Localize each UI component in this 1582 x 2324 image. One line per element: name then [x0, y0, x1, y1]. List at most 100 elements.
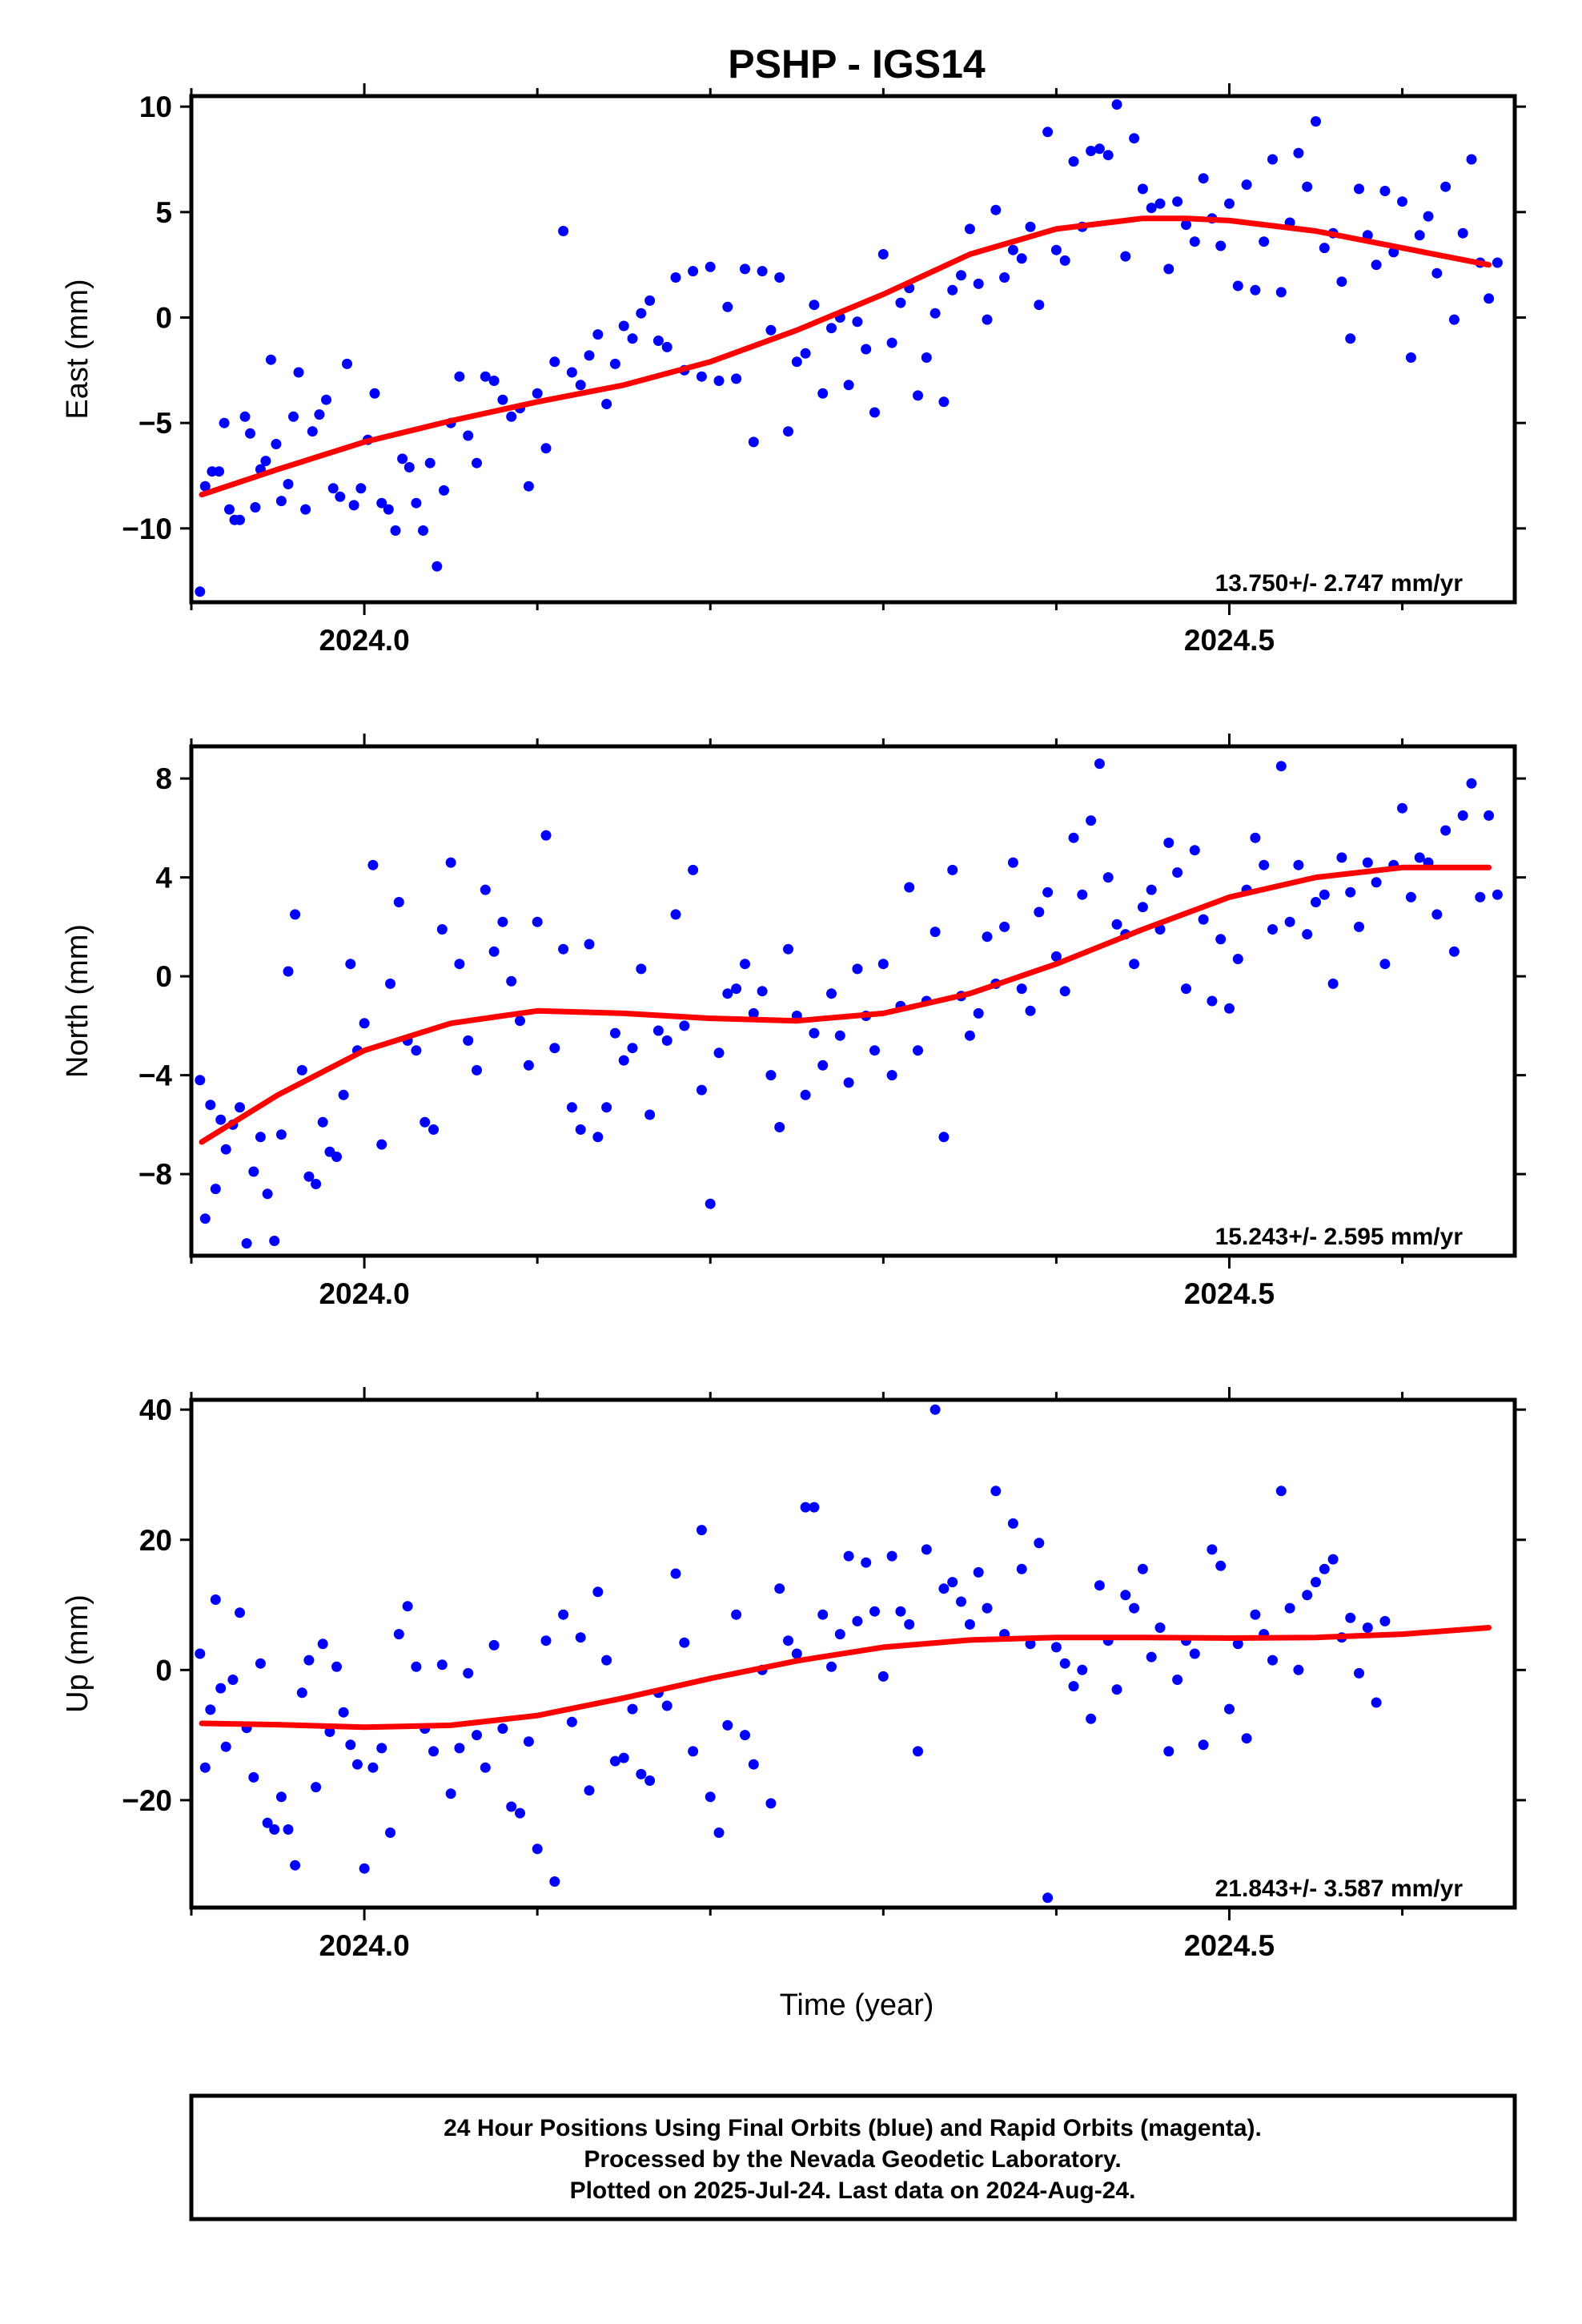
data-point	[1484, 293, 1495, 304]
y-tick-label: 20	[139, 1524, 172, 1557]
data-point	[331, 1152, 342, 1162]
data-point	[618, 1055, 629, 1066]
data-point	[1181, 983, 1191, 995]
data-point	[834, 1030, 845, 1041]
data-point	[670, 1568, 681, 1579]
y-tick-label: −5	[139, 407, 172, 440]
data-point	[345, 959, 356, 970]
data-point	[1448, 314, 1460, 325]
data-point	[1198, 1739, 1209, 1751]
data-point	[1362, 1622, 1373, 1633]
data-point	[930, 308, 941, 319]
data-point	[670, 909, 681, 920]
data-point	[817, 1059, 829, 1071]
data-point	[420, 1116, 431, 1128]
data-point	[636, 1768, 647, 1779]
data-point	[1345, 333, 1356, 344]
data-point	[1094, 1580, 1105, 1591]
data-point	[428, 1124, 439, 1135]
x-tick-label: 2024.0	[319, 624, 409, 657]
data-point	[1086, 815, 1097, 826]
data-point	[1189, 1648, 1200, 1659]
data-point	[262, 1188, 273, 1200]
data-point	[248, 1771, 259, 1783]
data-point	[359, 1863, 370, 1874]
figure-title: PSHP - IGS14	[728, 42, 986, 86]
data-point	[609, 358, 620, 369]
data-point	[817, 388, 829, 399]
data-point	[1146, 884, 1157, 895]
data-point	[506, 411, 517, 422]
data-point	[1007, 1518, 1018, 1529]
data-point	[921, 1544, 932, 1555]
data-point	[1397, 0, 1407, 6]
data-point	[886, 1070, 897, 1081]
data-point	[205, 1100, 216, 1111]
north-panel: −8 −4 0 4 8 2024.0 2024.5 North (mm) 15.243+/- 2…	[61, 734, 1526, 1310]
data-point	[376, 497, 387, 509]
data-point	[800, 1089, 811, 1100]
data-point	[255, 1658, 266, 1669]
data-point	[1414, 230, 1425, 241]
data-point	[783, 943, 793, 955]
data-point	[436, 924, 448, 935]
data-point	[947, 284, 958, 296]
data-point	[248, 1166, 259, 1177]
data-point	[748, 1759, 759, 1770]
data-point	[705, 1198, 716, 1209]
data-point	[472, 1064, 482, 1076]
data-point	[1475, 0, 1485, 6]
data-point	[1189, 845, 1200, 856]
data-point	[463, 430, 474, 441]
data-point	[817, 1609, 829, 1620]
data-point	[220, 1741, 231, 1752]
data-point	[1354, 921, 1364, 932]
data-points	[195, 0, 1485, 1904]
data-point	[317, 1116, 328, 1128]
data-point	[376, 1139, 387, 1150]
data-point	[1371, 1697, 1382, 1708]
data-point	[1137, 1563, 1148, 1574]
data-point	[1034, 1538, 1045, 1549]
data-point	[956, 1596, 966, 1607]
data-point	[338, 1089, 349, 1100]
data-point	[852, 316, 863, 328]
data-point	[740, 263, 750, 275]
data-point	[1120, 251, 1131, 262]
velocity-label: 15.243+/- 2.595 mm/yr	[1215, 1224, 1464, 1250]
data-point	[290, 1860, 301, 1871]
data-point	[791, 356, 802, 368]
data-point	[1232, 1638, 1243, 1650]
data-point	[1111, 919, 1122, 930]
data-point	[913, 390, 923, 401]
data-point	[195, 586, 206, 597]
data-point	[1137, 902, 1148, 913]
data-point	[1457, 810, 1468, 821]
data-point	[575, 380, 586, 391]
data-point	[1397, 802, 1407, 814]
data-point	[1414, 852, 1425, 863]
data-point	[1448, 946, 1460, 957]
data-point	[331, 1661, 342, 1672]
data-point	[636, 308, 647, 319]
data-point	[224, 504, 235, 515]
data-point	[877, 249, 889, 259]
y-tick-label: 8	[155, 762, 172, 795]
data-point	[843, 380, 854, 391]
data-point	[1224, 1003, 1235, 1014]
data-point	[627, 1703, 638, 1715]
data-point	[809, 300, 820, 311]
y-tick-label: 4	[155, 862, 172, 895]
data-point	[265, 354, 276, 365]
data-point	[1388, 0, 1399, 6]
data-point	[250, 502, 261, 513]
data-point	[938, 1583, 950, 1594]
data-point	[964, 1030, 975, 1041]
data-point	[705, 1791, 716, 1803]
data-point	[601, 1655, 612, 1666]
data-point	[982, 1602, 993, 1614]
data-point	[1492, 257, 1503, 268]
data-point	[1379, 186, 1391, 196]
data-point	[861, 1557, 872, 1568]
data-point	[783, 426, 793, 437]
